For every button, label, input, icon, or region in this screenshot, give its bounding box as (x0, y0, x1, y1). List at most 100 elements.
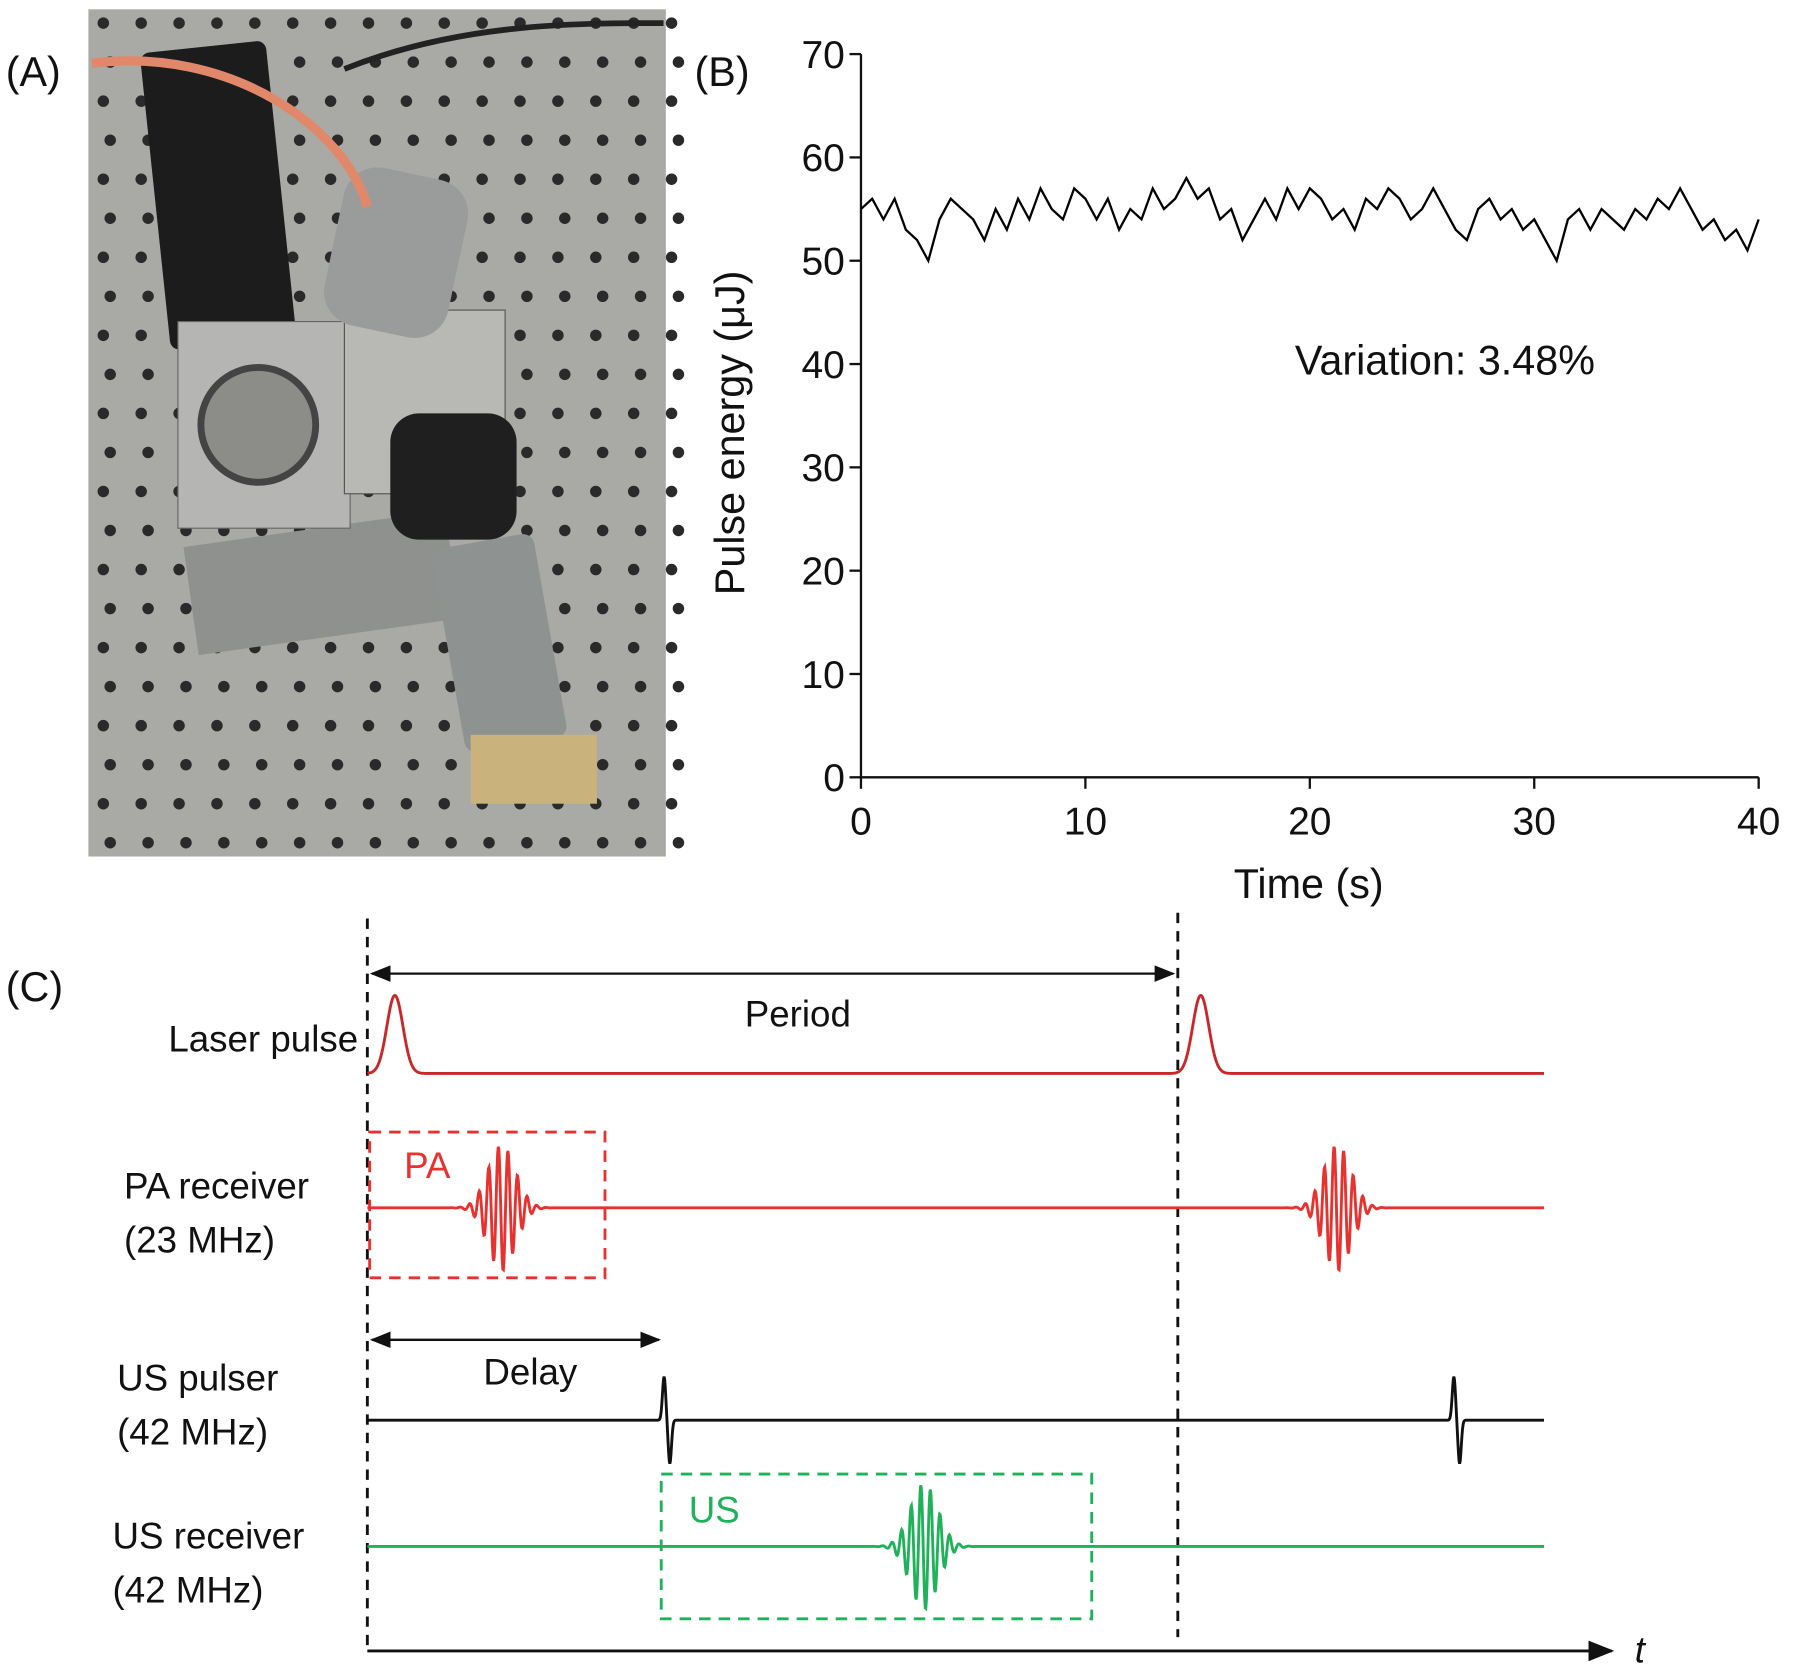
hole (634, 680, 647, 693)
hole (665, 173, 678, 185)
hole (672, 758, 685, 771)
hole (135, 719, 147, 732)
hole (627, 95, 640, 107)
hole (596, 758, 609, 771)
hole (407, 134, 420, 146)
hole (596, 212, 609, 224)
hole (483, 837, 495, 849)
x-axis-label: Time (s) (1234, 861, 1384, 907)
y-tick-label: 20 (801, 550, 844, 593)
y-tick-label: 0 (823, 757, 845, 800)
y-tick-label: 30 (801, 447, 844, 490)
hole (590, 251, 602, 264)
hole (211, 17, 223, 29)
hole (590, 329, 602, 342)
waveform (367, 1485, 1545, 1612)
hole (445, 680, 457, 693)
hole (672, 446, 685, 459)
hole (400, 641, 413, 654)
hole (104, 290, 116, 303)
hole (249, 719, 261, 732)
hole (218, 837, 230, 849)
hole (521, 134, 533, 146)
hole (514, 485, 526, 498)
hole (596, 524, 609, 537)
hole (627, 173, 640, 185)
hole (286, 719, 299, 732)
label: (42 MHz) (113, 1570, 264, 1611)
hole (362, 641, 375, 654)
hole (104, 368, 116, 381)
hole (559, 446, 571, 459)
hole (627, 329, 640, 342)
label: PA receiver (124, 1166, 309, 1207)
hole (104, 212, 116, 224)
hole (627, 797, 640, 810)
hole (590, 95, 602, 107)
hole (142, 602, 154, 615)
hole (559, 212, 571, 224)
hole (142, 680, 154, 693)
hole (218, 680, 230, 693)
hole (142, 446, 154, 459)
panel-label: (C) (6, 964, 63, 1010)
pa-box (368, 1130, 607, 1280)
label: Laser pulse (168, 1019, 358, 1060)
hole (672, 837, 685, 849)
hole (293, 680, 306, 693)
hole (521, 56, 533, 68)
hole (634, 134, 647, 146)
hole (293, 134, 306, 146)
hole (286, 797, 299, 810)
hole (590, 641, 602, 654)
hole (559, 134, 571, 146)
hole (211, 797, 223, 810)
hole (665, 251, 678, 264)
waveform (367, 993, 1545, 1075)
label: PA (404, 1145, 451, 1186)
hole (293, 758, 306, 771)
hole (173, 641, 185, 654)
hole (97, 797, 110, 810)
hole (293, 56, 306, 68)
hole (559, 56, 571, 68)
hole (407, 56, 420, 68)
hole (627, 251, 640, 264)
hole (559, 602, 571, 615)
x-tick-label: 0 (850, 801, 872, 844)
hole (596, 134, 609, 146)
hole (634, 837, 647, 849)
hole (552, 641, 564, 654)
hole (521, 212, 533, 224)
hole (665, 407, 678, 420)
hole (634, 212, 647, 224)
hole (590, 719, 602, 732)
hole (286, 17, 299, 29)
hole (590, 407, 602, 420)
hole (627, 485, 640, 498)
hole (331, 837, 344, 849)
hole (362, 797, 375, 810)
hole (286, 251, 299, 264)
hole (135, 173, 147, 185)
hole (552, 95, 564, 107)
hole (369, 837, 382, 849)
hole (218, 758, 230, 771)
hole (596, 56, 609, 68)
hole (438, 17, 450, 29)
label: t (1635, 1629, 1647, 1670)
hole (634, 758, 647, 771)
hole (634, 602, 647, 615)
label: Period (745, 993, 851, 1034)
hole (596, 602, 609, 615)
hole (97, 251, 110, 264)
hole (559, 524, 571, 537)
label: (42 MHz) (117, 1411, 268, 1452)
waveform (367, 1146, 1545, 1273)
hole (672, 290, 685, 303)
hole (173, 17, 185, 29)
hole (286, 173, 299, 185)
hole (211, 719, 223, 732)
hole (255, 680, 268, 693)
